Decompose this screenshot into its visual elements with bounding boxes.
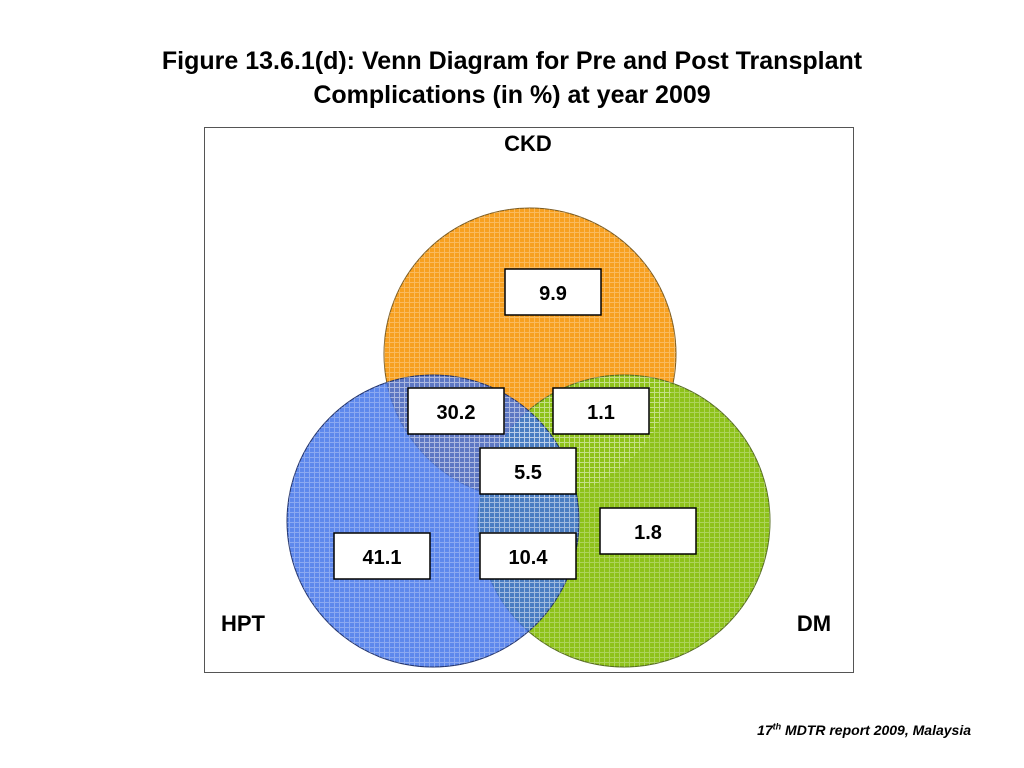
value-box-ckd-hpt: 30.2	[407, 387, 505, 435]
value-ckd-only: 9.9	[539, 283, 567, 305]
source-note: 17th MDTR report 2009, Malaysia	[757, 722, 971, 738]
figure-title-line-2: Complications (in %) at year 2009	[313, 81, 711, 109]
value-hpt-only: 41.1	[363, 547, 402, 569]
value-box-dm-only: 1.8	[599, 507, 697, 555]
value-ckd-dm: 1.1	[587, 402, 615, 424]
value-box-all-three: 5.5	[479, 447, 577, 495]
hpt-label: HPT	[221, 611, 266, 636]
source-number: 17	[757, 722, 773, 738]
value-dm-only: 1.8	[634, 522, 662, 544]
source-suffix: th	[772, 721, 782, 732]
figure-title: Figure 13.6.1(d): Venn Diagram for Pre a…	[0, 44, 1024, 112]
value-ckd-hpt: 30.2	[437, 402, 476, 424]
value-box-ckd-only: 9.9	[504, 268, 602, 316]
ckd-label: CKD	[504, 131, 552, 156]
figure-title-line-1: Figure 13.6.1(d): Venn Diagram for Pre a…	[161, 47, 863, 75]
value-box-hpt-dm: 10.4	[479, 532, 577, 580]
venn-diagram: CKD HPT DM 9.9 30.2 1.1 5.5 1.8 41.1 10.…	[221, 131, 831, 668]
value-box-ckd-dm: 1.1	[552, 387, 650, 435]
value-hpt-dm: 10.4	[509, 547, 549, 569]
dm-label: DM	[797, 611, 831, 636]
value-box-hpt-only: 41.1	[333, 532, 431, 580]
source-text: MDTR report 2009, Malaysia	[781, 722, 971, 738]
value-all-three: 5.5	[514, 462, 542, 484]
